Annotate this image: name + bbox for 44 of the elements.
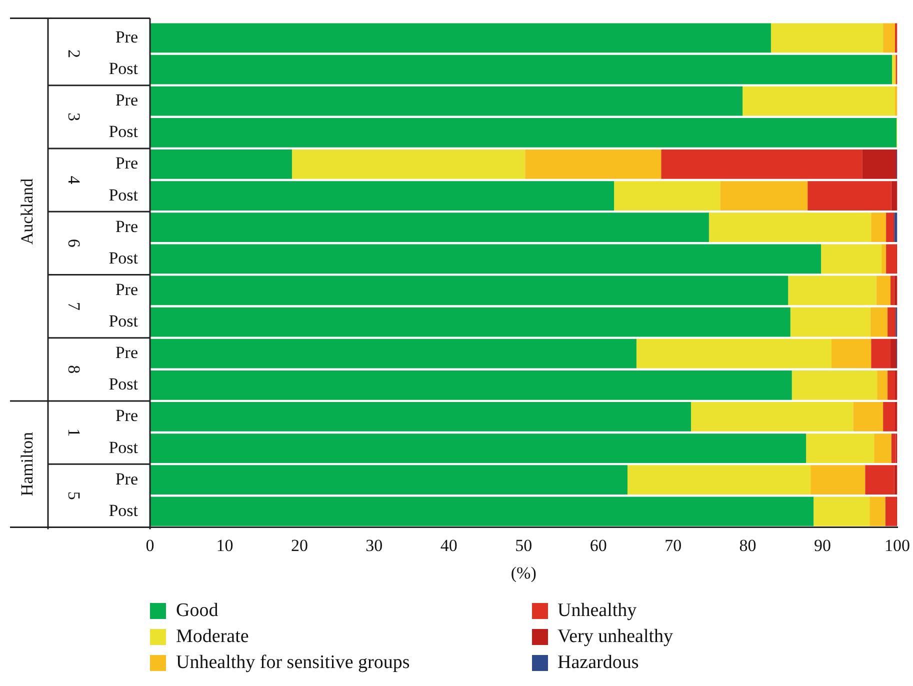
y-tick-label: Post [108, 59, 138, 78]
y-tick-label: Pre [115, 469, 138, 488]
text: Auckland [17, 178, 36, 245]
legend-label: Good [176, 600, 218, 622]
x-tick-label: 50 [515, 536, 532, 555]
x-tick-label: 10 [216, 536, 234, 555]
x-tick-label: 30 [366, 536, 383, 555]
y-tick-label: Post [108, 438, 138, 457]
y-tick-label: Pre [115, 406, 138, 426]
legend-label: Unhealthy [558, 600, 637, 622]
x-tick-label: 70 [664, 536, 682, 555]
text: 1 [64, 428, 84, 437]
text: 8 [64, 365, 84, 374]
x-tick-label: 100 [884, 536, 910, 555]
y-tick-label: Post [108, 122, 138, 142]
x-axis-title: (%) [510, 563, 536, 582]
x-tick-label: 60 [590, 536, 607, 555]
y-tick-label: Pre [115, 343, 138, 362]
legend-label: Moderate [176, 626, 249, 648]
y-tick-label: Post [108, 248, 138, 268]
legend-label: Hazardous [558, 652, 639, 674]
text: 3 [64, 112, 84, 122]
legend-label: Unhealthy for sensitive groups [176, 652, 410, 674]
x-tick-label: 40 [440, 536, 458, 555]
y-tick-label: Post [108, 312, 138, 331]
x-tick-label: 20 [290, 536, 308, 555]
y-tick-label: Pre [115, 27, 138, 46]
y-tick-label: Pre [115, 280, 138, 299]
y-tick-label: Post [108, 500, 138, 520]
text: Hamilton [17, 431, 36, 496]
x-tick-label: 0 [146, 536, 154, 555]
text: 5 [64, 491, 84, 500]
text: 6 [64, 238, 84, 248]
y-tick-label: Pre [115, 90, 138, 110]
text: 4 [64, 176, 84, 185]
text: 2 [64, 50, 84, 58]
text: 7 [64, 302, 84, 312]
y-tick-label: Pre [115, 216, 138, 236]
y-tick-label: Post [108, 374, 138, 394]
legend-label: Very unhealthy [558, 626, 674, 648]
x-tick-label: 80 [739, 536, 756, 555]
y-tick-label: Post [108, 185, 138, 204]
y-tick-label: Pre [115, 154, 138, 173]
x-tick-label: 90 [814, 536, 832, 555]
